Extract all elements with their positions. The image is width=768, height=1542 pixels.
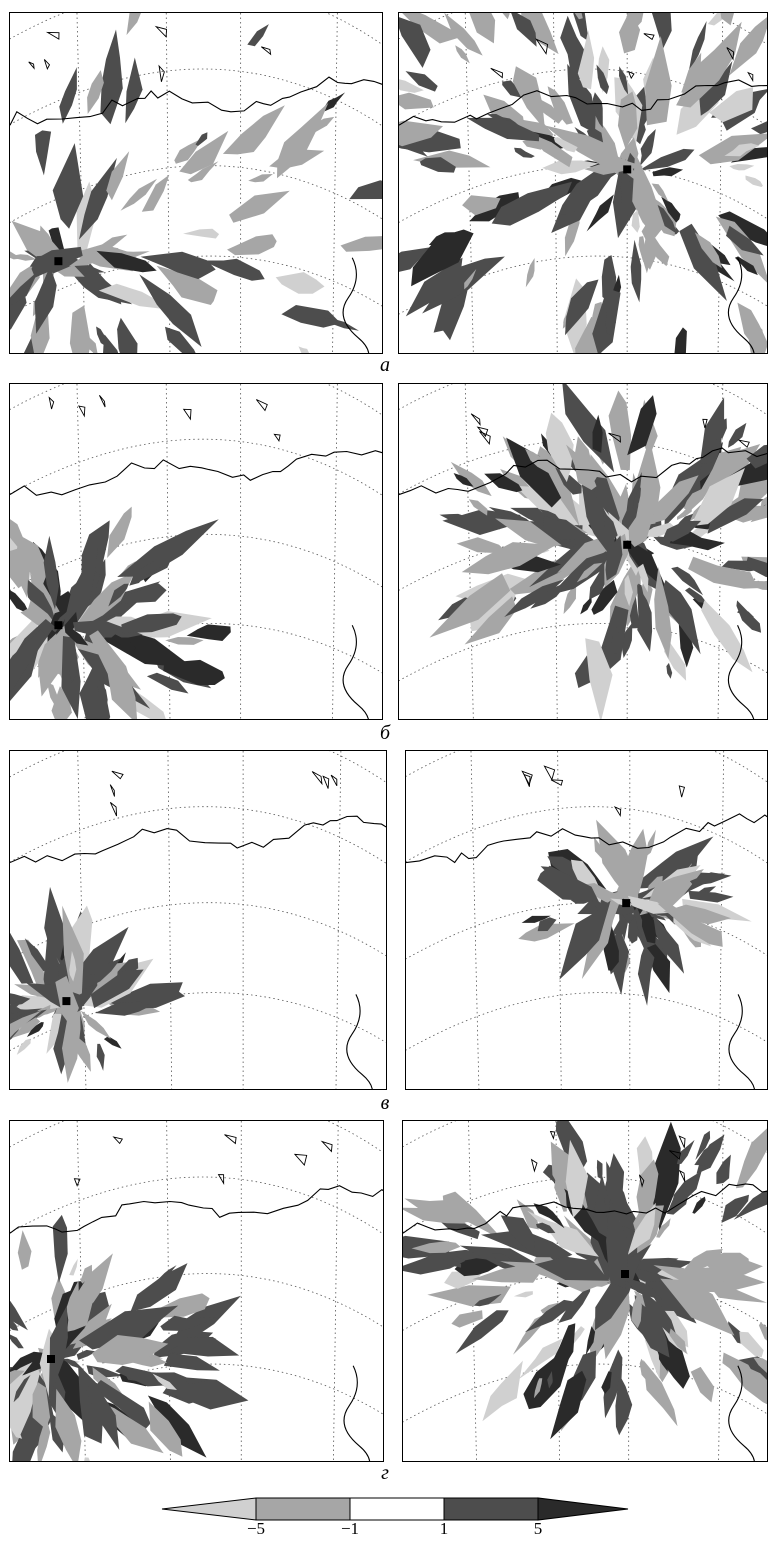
colorbar-tick-2: −1 [340,1519,360,1538]
map-graphic [406,751,767,1089]
colorbar-segment-strong-negative [161,1497,257,1521]
map-graphic [10,751,386,1089]
colorbar-segment-positive [443,1497,539,1521]
row-label-b: б [379,722,391,744]
map-graphic [10,384,382,719]
colorbar-tick-3: 1 [439,1519,449,1538]
map-panel-c-left [9,750,387,1090]
map-graphic [403,1121,767,1461]
map-panel-b-right [398,383,768,720]
map-graphic [10,1121,383,1461]
row-label-d: г [381,1462,389,1484]
colorbar-segment-negative [255,1497,351,1521]
map-panel-b-left [9,383,383,720]
map-panel-a-right [398,12,768,354]
map-panel-d-left [9,1120,384,1462]
colorbar-tick-1: −5 [246,1519,266,1538]
map-panel-a-left [9,12,383,354]
map-graphic [399,13,767,353]
colorbar-segment-strong-positive [537,1497,629,1521]
colorbar-segment-neutral [349,1497,445,1521]
map-graphic [10,13,382,353]
map-panel-c-right [405,750,768,1090]
colorbar-tick-4: 5 [533,1519,543,1538]
row-label-c: в [380,1092,390,1114]
map-graphic [399,384,767,719]
row-label-a: а [380,354,390,376]
map-panel-d-right [402,1120,768,1462]
colorbar [161,1497,629,1521]
